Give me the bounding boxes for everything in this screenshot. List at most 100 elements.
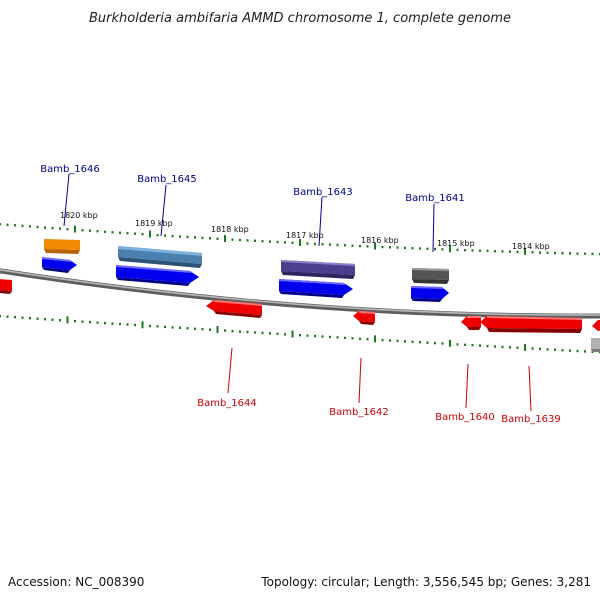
tick-minor bbox=[426, 341, 429, 344]
cds-reverse-1642[interactable] bbox=[353, 311, 375, 325]
tick-minor bbox=[81, 229, 84, 232]
tick-minor bbox=[104, 321, 106, 325]
gene-label-bamb-1646[interactable]: Bamb_1646 bbox=[40, 164, 100, 175]
feature-steelblue[interactable] bbox=[118, 246, 202, 268]
tick-minor bbox=[209, 237, 211, 240]
gene-label-bamb-1645[interactable]: Bamb_1645 bbox=[137, 174, 197, 185]
tick-minor bbox=[14, 316, 16, 319]
tick-minor bbox=[591, 252, 594, 256]
tick-minor bbox=[81, 320, 84, 323]
tick-minor bbox=[434, 341, 436, 345]
tick-minor bbox=[216, 237, 219, 240]
tick-minor bbox=[156, 234, 159, 237]
tick-minor bbox=[554, 348, 556, 351]
tick-minor bbox=[389, 339, 391, 342]
feature-darkgray[interactable] bbox=[412, 268, 449, 284]
tick-minor bbox=[546, 251, 549, 254]
tick-label-1816: 1816 kbp bbox=[361, 236, 399, 245]
tick-minor bbox=[246, 239, 249, 242]
cds-forward-1646[interactable] bbox=[42, 257, 77, 273]
tick-minor bbox=[284, 241, 286, 244]
tick-minor bbox=[164, 234, 166, 237]
tick-minor bbox=[561, 349, 564, 352]
tick-minor bbox=[239, 238, 241, 242]
tick-minor bbox=[201, 328, 204, 331]
tick-minor bbox=[96, 230, 99, 233]
tick-major bbox=[524, 343, 526, 351]
tick-minor bbox=[336, 243, 339, 247]
tick-minor bbox=[539, 251, 541, 254]
tick-minor bbox=[261, 331, 264, 335]
leader-lines-reverse bbox=[227, 347, 532, 412]
tick-minor bbox=[434, 247, 436, 251]
tick-minor bbox=[576, 252, 579, 255]
feature-orange[interactable] bbox=[44, 239, 80, 254]
feature-lightgray-edge[interactable] bbox=[591, 338, 600, 352]
tick-minor bbox=[441, 342, 444, 345]
tick-minor bbox=[111, 231, 114, 234]
tick-major bbox=[299, 239, 301, 246]
tick-minor bbox=[396, 246, 399, 249]
tick-minor bbox=[201, 236, 204, 240]
gene-label-bamb-1639[interactable]: Bamb_1639 bbox=[501, 414, 561, 425]
tick-minor bbox=[516, 250, 519, 254]
tick-label-1815: 1815 kbp bbox=[437, 239, 475, 248]
tick-minor bbox=[389, 246, 391, 249]
tick-minor bbox=[239, 330, 241, 333]
tick-minor bbox=[126, 323, 129, 326]
tick-minor bbox=[186, 235, 189, 239]
gene-label-bamb-1643[interactable]: Bamb_1643 bbox=[293, 187, 353, 198]
tick-minor bbox=[134, 232, 136, 235]
tick-minor bbox=[156, 325, 159, 328]
tick-labels: 1820 kbp 1819 kbp 1818 kbp 1817 kbp 1816… bbox=[60, 211, 550, 251]
cds-reverse-edge-left[interactable] bbox=[0, 279, 12, 294]
tick-minor bbox=[546, 348, 549, 351]
tick-major bbox=[224, 235, 226, 242]
cds-forward-1643[interactable] bbox=[279, 279, 353, 298]
gene-label-bamb-1642[interactable]: Bamb_1642 bbox=[329, 407, 389, 418]
map-title: Burkholderia ambifaria AMMD chromosome 1… bbox=[89, 11, 511, 26]
tick-minor bbox=[209, 328, 211, 331]
tick-minor bbox=[74, 319, 76, 323]
gene-label-bamb-1640[interactable]: Bamb_1640 bbox=[435, 412, 495, 423]
tick-major bbox=[74, 225, 76, 233]
tick-major bbox=[374, 335, 376, 343]
tick-major bbox=[66, 316, 69, 324]
tick-minor bbox=[494, 345, 496, 348]
gene-label-bamb-1641[interactable]: Bamb_1641 bbox=[405, 193, 465, 204]
tick-minor bbox=[0, 315, 1, 318]
cds-reverse-1644[interactable] bbox=[206, 300, 262, 318]
cds-forward-1641[interactable] bbox=[411, 286, 449, 302]
tick-minor bbox=[149, 324, 151, 328]
tick-label-1818: 1818 kbp bbox=[211, 225, 249, 234]
tick-minor bbox=[501, 250, 504, 253]
tick-minor bbox=[321, 243, 324, 246]
tick-minor bbox=[246, 330, 249, 334]
tick-minor bbox=[44, 226, 46, 229]
cds-forward-1645[interactable] bbox=[116, 265, 199, 286]
tick-minor bbox=[531, 251, 534, 254]
tick-minor bbox=[494, 250, 496, 253]
tick-minor bbox=[396, 339, 399, 343]
tick-minor bbox=[29, 317, 31, 320]
tick-minor bbox=[509, 346, 511, 349]
feature-slateblue[interactable] bbox=[281, 260, 355, 279]
cds-reverse-edge-right[interactable] bbox=[592, 320, 600, 331]
tick-minor bbox=[134, 323, 136, 327]
tick-minor bbox=[119, 231, 121, 234]
tick-minor bbox=[306, 334, 309, 337]
cds-reverse-1640[interactable] bbox=[461, 316, 481, 330]
gene-label-bamb-1644[interactable]: Bamb_1644 bbox=[197, 398, 257, 409]
tick-minor bbox=[284, 333, 286, 336]
tick-minor bbox=[381, 338, 384, 342]
tick-minor bbox=[276, 240, 279, 244]
tick-minor bbox=[509, 250, 511, 253]
tick-minor bbox=[314, 242, 316, 246]
tick-minor bbox=[479, 249, 481, 252]
tick-minor bbox=[299, 334, 301, 337]
tick-minor bbox=[404, 246, 406, 250]
tick-major bbox=[524, 247, 526, 255]
cds-reverse-1639[interactable] bbox=[480, 316, 582, 333]
tick-minor bbox=[539, 347, 541, 351]
